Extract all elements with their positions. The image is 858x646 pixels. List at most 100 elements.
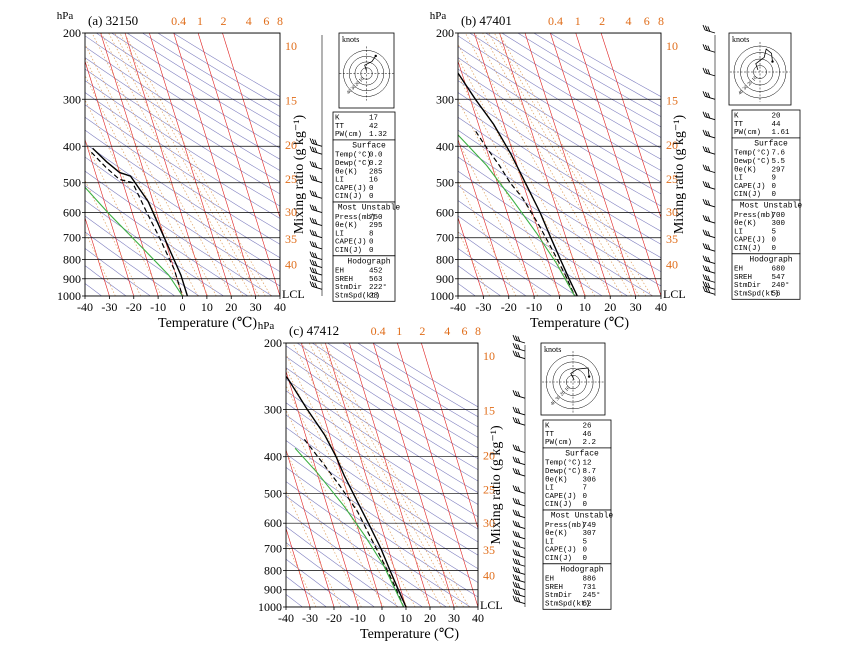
- wind-barb-flag: [513, 582, 515, 587]
- indices-key: CIN(J): [734, 245, 761, 253]
- temperature-tick-label: 20: [604, 300, 616, 314]
- temperature-tick-label: -10: [150, 300, 166, 314]
- indices-key: Temp(°C): [734, 149, 770, 158]
- mixing-ratio-right-label: 15: [285, 93, 297, 107]
- pressure-tick-label: 300: [63, 92, 81, 106]
- temperature-profile-line: [438, 33, 578, 296]
- isotherm-line: [550, 33, 635, 296]
- indices-value: 0: [369, 239, 374, 247]
- indices-section-title: Surface: [352, 141, 386, 150]
- wind-barb-flag: [513, 335, 515, 340]
- hodograph-end-marker: [771, 60, 773, 62]
- pressure-tick-label: 400: [436, 139, 454, 153]
- indices-value: 680: [771, 266, 785, 274]
- plot-area: [9, 343, 858, 607]
- wind-barb-staff: [705, 117, 715, 120]
- indices-value: 749: [582, 522, 596, 530]
- pressure-tick-label: 900: [264, 583, 282, 597]
- dry-adiabat-line: [0, 33, 321, 296]
- wind-barb-flag: [310, 241, 312, 246]
- temperature-tick-label: -30: [475, 300, 491, 314]
- indices-value: 56: [771, 291, 781, 299]
- temperature-tick-label: 30: [630, 300, 642, 314]
- mixing-ratio-line: [499, 33, 652, 296]
- wind-barb-flag: [310, 218, 312, 223]
- dry-adiabat-line: [297, 343, 758, 607]
- indices-value: 306: [582, 476, 596, 484]
- indices-value: 44: [771, 121, 781, 129]
- wind-barb-staff: [705, 135, 715, 138]
- indices-value: 0: [771, 245, 776, 253]
- dry-adiabat-line: [0, 33, 297, 296]
- pressure-tick-label: 500: [63, 176, 81, 190]
- wind-barb-flag: [513, 351, 515, 356]
- wind-barb-staff: [705, 261, 715, 264]
- wind-barb-flag: [310, 281, 312, 286]
- indices-key: SREH: [734, 274, 752, 282]
- indices-section-title: Most Unstable: [551, 512, 614, 521]
- wind-barb-staff: [515, 594, 525, 597]
- pressure-tick-label: 300: [264, 403, 282, 417]
- mixing-ratio-line: [235, 343, 361, 607]
- indices-value: 0: [771, 183, 776, 191]
- isotherm-line: [198, 33, 280, 296]
- indices-key: TT: [545, 431, 555, 439]
- indices-key: CIN(J): [335, 193, 362, 201]
- mixing-ratio-line: [64, 33, 198, 296]
- wind-barb-staff: [705, 96, 715, 99]
- hodograph-end-marker: [375, 55, 377, 57]
- indices-value: 12: [582, 460, 591, 468]
- indices-value: 0: [582, 501, 587, 509]
- indices-key: K: [734, 113, 739, 121]
- wind-barb-staff: [705, 291, 715, 294]
- pressure-unit-label: hPa: [57, 10, 74, 22]
- indices-key: PW(cm): [335, 131, 362, 139]
- indices-value: 886: [582, 576, 596, 584]
- temperature-tick-label: 0: [180, 300, 186, 314]
- wind-barb-flag: [513, 540, 515, 545]
- wind-barb-flag: [513, 510, 515, 515]
- mixing-ratio-line: [0, 33, 115, 296]
- dry-adiabat-line: [115, 343, 470, 607]
- lcl-label: LCL: [663, 287, 686, 301]
- mixing-ratio-axis-title: Mixing ratio (g kg⁻¹): [292, 115, 307, 235]
- dry-adiabat-line: [0, 33, 248, 296]
- indices-key: θe(K): [734, 220, 757, 228]
- temperature-tick-label: 20: [225, 300, 237, 314]
- mixing-ratio-axis-title: Mixing ratio (g kg⁻¹): [489, 425, 504, 545]
- hodograph-units-label: knots: [732, 35, 749, 44]
- indices-value: 245°: [582, 591, 600, 600]
- isotherm-line: [0, 33, 61, 296]
- indices-key: EH: [545, 576, 554, 584]
- wind-barb-flag: [703, 130, 705, 135]
- indices-value: 5: [582, 538, 587, 546]
- hodograph-units-label: knots: [544, 345, 561, 354]
- indices-value: 42: [369, 123, 378, 131]
- wind-barb-staff: [515, 563, 525, 566]
- temperature-tick-label: -10: [526, 300, 542, 314]
- indices-key: θe(K): [734, 166, 757, 174]
- mixing-ratio-right-label: 40: [483, 568, 495, 582]
- indices-key: CAPE(J): [734, 237, 766, 245]
- isotherm-line: [61, 343, 142, 607]
- pressure-tick-label: 500: [264, 486, 282, 500]
- wind-barb-staff: [312, 235, 322, 238]
- wind-barb-staff: [515, 536, 525, 539]
- wind-barb-staff: [312, 272, 322, 275]
- mixing-ratio-top-label: 6: [644, 14, 650, 28]
- indices-section-title: Hodograph: [347, 257, 390, 266]
- dry-adiabat-line: [358, 33, 780, 296]
- dry-adiabat-line: [342, 33, 755, 296]
- wind-barb-flag: [703, 256, 705, 261]
- pressure-tick-label: 800: [264, 563, 282, 577]
- wind-barb-flag: [310, 138, 312, 143]
- panel-title: (c) 47412: [289, 323, 339, 338]
- wind-barb-flag: [703, 181, 705, 186]
- wind-barb-flag: [703, 91, 705, 96]
- indices-key: LI: [545, 485, 554, 493]
- mixing-ratio-top-label: 0.4: [371, 324, 386, 338]
- temperature-tick-label: -40: [77, 300, 93, 314]
- wind-barb-flag: [703, 112, 705, 117]
